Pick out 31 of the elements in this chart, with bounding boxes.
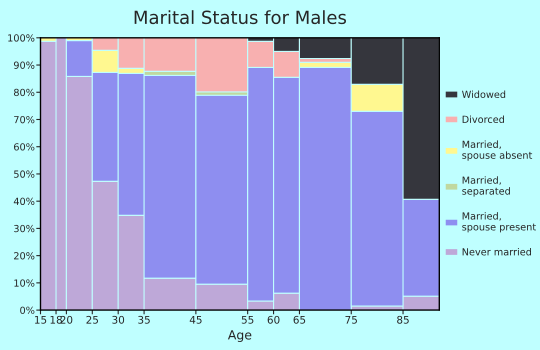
x-tick-label: 55 (242, 316, 254, 324)
y-tick-label: 100% (8, 34, 34, 42)
x-tick-label: 18 (50, 316, 62, 324)
y-tick-label: 80% (14, 88, 34, 96)
x-tick-label: 25 (86, 316, 98, 324)
legend-label: Married, spouse absent (462, 140, 532, 161)
x-tick-label: 35 (138, 316, 150, 324)
x-tick-label: 75 (345, 316, 357, 324)
legend-label: Divorced (462, 115, 504, 123)
x-axis-title: Age (228, 330, 252, 342)
y-tick-label: 30% (14, 224, 34, 232)
y-tick-label: 0% (20, 306, 34, 314)
y-tick-label: 10% (14, 279, 34, 287)
y-tick-label: 90% (14, 62, 34, 69)
legend-label: Married, separated (462, 176, 510, 197)
legend-label: Never married (462, 248, 531, 256)
y-tick-label: 40% (14, 198, 34, 206)
y-tick-label: 60% (14, 143, 34, 151)
x-tick-label: 30 (112, 316, 124, 324)
legend-label: Widowed (462, 90, 506, 98)
x-tick-label: 45 (190, 316, 202, 324)
x-tick-label: 15 (35, 316, 46, 324)
y-tick-label: 20% (14, 252, 34, 260)
y-tick-label: 50% (14, 170, 34, 178)
y-tick-label: 70% (14, 116, 34, 124)
x-tick-label: 85 (397, 316, 409, 324)
x-tick-label: 65 (294, 316, 306, 324)
chart-title: Marital Status for Males (134, 10, 346, 24)
x-tick-label: 20 (60, 316, 72, 324)
legend-label: Married, spouse present (462, 212, 536, 232)
x-tick-label: 60 (268, 316, 280, 324)
